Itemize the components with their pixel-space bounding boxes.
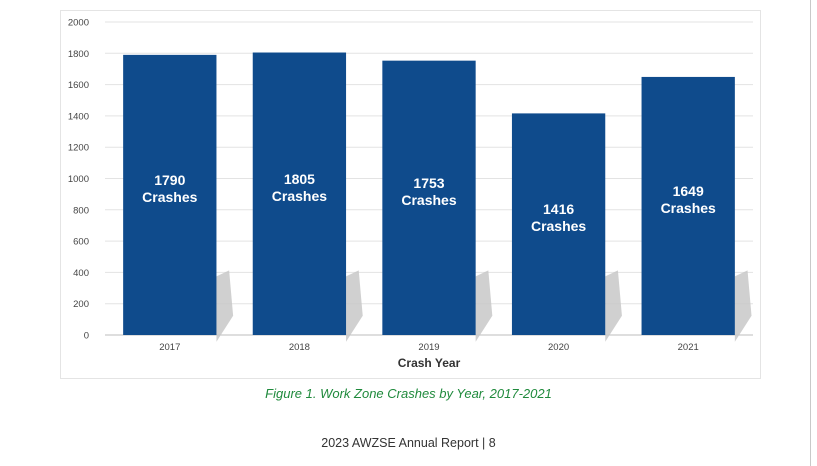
y-axis-ticks: 0 200 400 600 800 1000 1200 1400 1600 1800 2000 (68, 18, 89, 342)
bar-shadow (216, 270, 234, 342)
bar-shadow (605, 270, 622, 342)
bar-shadow (346, 270, 363, 342)
y-tick-label: 0 (84, 331, 89, 342)
x-tick-label: 2017 (159, 342, 180, 353)
bar-data-label: 1790 Crashes (142, 172, 197, 205)
figure-caption: Figure 1. Work Zone Crashes by Year, 201… (265, 386, 552, 401)
bar (511, 113, 606, 336)
y-tick-label: 400 (73, 268, 89, 279)
x-tick-label: 2019 (418, 342, 439, 353)
chart-frame: 0 200 400 600 800 1000 1200 1400 1600 1800 2000 20… (60, 10, 761, 379)
page-footer: 2023 AWZSE Annual Report | 8 (321, 436, 496, 450)
bar (123, 54, 217, 336)
x-tick-label: 2018 (289, 342, 310, 353)
bars (123, 52, 735, 336)
y-tick-label: 1000 (68, 174, 89, 185)
bar-data-label: 1805 Crashes (272, 171, 327, 204)
x-axis-ticks: 2017 2018 2019 2020 2021 (159, 342, 699, 353)
y-tick-label: 200 (73, 299, 89, 310)
bar-shadows (216, 270, 752, 342)
x-axis-title: Crash Year (398, 356, 461, 370)
bar (252, 52, 347, 336)
y-tick-label: 1800 (68, 49, 89, 60)
bar (641, 76, 735, 335)
bar-data-label: 1753 Crashes (401, 175, 456, 208)
y-tick-label: 800 (73, 205, 89, 216)
y-tick-label: 1200 (68, 143, 89, 154)
bar-data-label: 1416 Crashes (531, 201, 586, 234)
y-tick-label: 1400 (68, 111, 89, 122)
y-tick-label: 1600 (68, 80, 89, 91)
x-tick-label: 2021 (678, 342, 699, 353)
bar-chart: 0 200 400 600 800 1000 1200 1400 1600 1800 2000 20… (68, 18, 753, 370)
y-tick-label: 600 (73, 237, 89, 248)
x-tick-label: 2020 (548, 342, 569, 353)
y-tick-label: 2000 (68, 18, 89, 29)
bar-shadow (475, 270, 493, 342)
page-edge-line (810, 0, 811, 466)
data-labels: 1790 Crashes 1805 Crashes 1753 Crashes 1416 Cra… (142, 171, 716, 234)
bar (382, 60, 476, 336)
bar-shadow (734, 270, 752, 342)
bar-data-label: 1649 Crashes (661, 183, 716, 216)
